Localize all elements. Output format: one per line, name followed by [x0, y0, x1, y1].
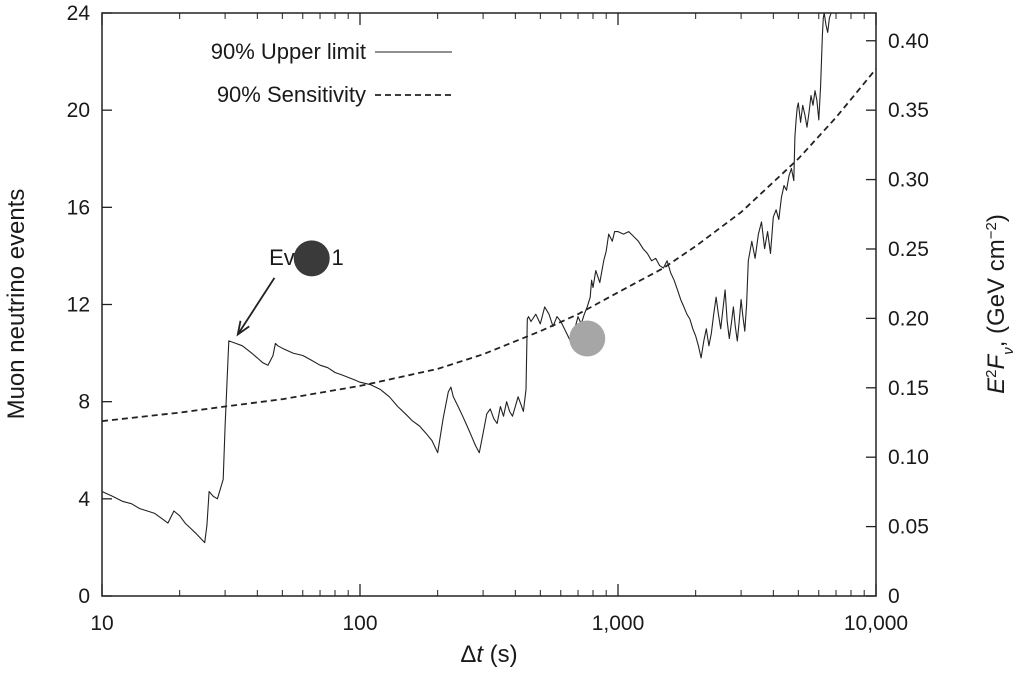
y2-tick-label: 0.10 — [888, 446, 929, 469]
legend: 90% Upper limit 90% Sensitivity — [211, 39, 452, 107]
y2-axis-title: E2Fν, (GeV cm−2) — [983, 214, 1017, 394]
y2-tick-label: 0.15 — [888, 377, 929, 400]
y-tick-label: 20 — [67, 99, 90, 122]
x-tick-label: 10 — [90, 612, 113, 635]
y-tick-label: 24 — [67, 2, 91, 25]
y-tick-label: 0 — [78, 585, 90, 608]
y2-tick-label: 0.40 — [888, 30, 929, 53]
y2-tick-label: 0.25 — [888, 238, 929, 261]
series-layer — [101, 12, 877, 544]
y-tick-label: 12 — [67, 294, 90, 317]
y2-tick-label: 0.05 — [888, 516, 929, 539]
y-axis-right: 0 0.05 0.10 0.15 0.20 0.25 0.30 0.35 0.40 — [866, 30, 929, 608]
y-axis-title: Muon neutrino events — [3, 189, 30, 420]
y-tick-label: 4 — [78, 488, 90, 511]
x-tick-label: 100 — [342, 612, 377, 635]
series-line-sensitivity — [101, 68, 877, 422]
y2-tick-label: 0.20 — [888, 307, 929, 330]
x-axis-title: Δt (s) — [460, 641, 517, 668]
x-tick-label: 1,000 — [592, 612, 645, 635]
event-1-arrowhead — [236, 320, 250, 337]
y2-tick-label: 0.35 — [888, 99, 929, 122]
y-axis-left: 0 4 8 12 16 20 24 — [67, 2, 112, 608]
legend-label: 90% Upper limit — [211, 39, 366, 64]
legend-label: 90% Sensitivity — [217, 82, 366, 107]
marker-dot-dark — [293, 240, 330, 277]
annotation-layer: Event 1 — [236, 240, 606, 357]
y2-tick-label: 0.30 — [888, 169, 929, 192]
x-axis: 10 100 1,000 10,000 — [90, 13, 908, 635]
y-tick-label: 16 — [67, 196, 90, 219]
x-tick-label: 10,000 — [844, 612, 908, 635]
y2-tick-label: 0 — [888, 585, 900, 608]
event-1-arrow — [237, 277, 276, 335]
series-line-upper-limit — [101, 12, 833, 544]
marker-dot-light — [569, 320, 606, 357]
y-tick-label: 8 — [78, 391, 90, 414]
